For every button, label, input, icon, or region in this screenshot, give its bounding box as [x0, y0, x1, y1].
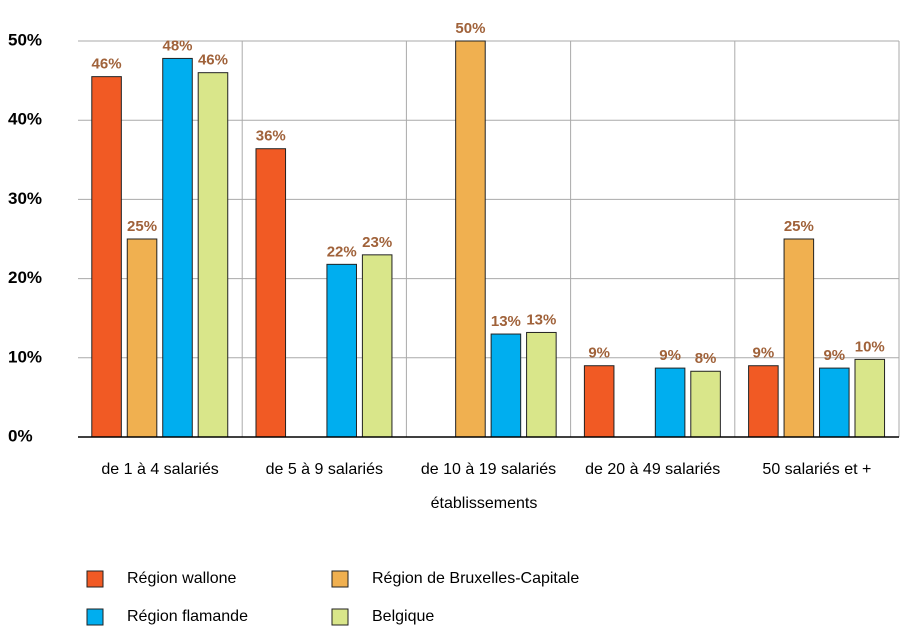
bar	[583, 365, 615, 438]
value-label: 36%	[256, 128, 286, 145]
legend-label: Région flamande	[127, 608, 248, 625]
value-label: 25%	[784, 218, 814, 235]
bar	[162, 57, 193, 438]
x-tick-label: de 5 à 9 salariés	[266, 461, 383, 478]
legend-swatch	[331, 608, 349, 626]
value-label: 9%	[753, 345, 775, 362]
x-tick-label: de 10 à 19 salariés	[421, 461, 556, 478]
value-label: 9%	[588, 345, 610, 362]
value-label: 10%	[855, 338, 885, 355]
value-label: 8%	[695, 350, 717, 367]
y-tick-label: 0%	[8, 426, 33, 445]
bar	[326, 263, 357, 438]
value-label: 13%	[491, 313, 521, 330]
x-tick-label: de 20 à 49 salariés	[585, 461, 720, 478]
bar	[690, 370, 721, 438]
legend-swatch	[331, 570, 349, 588]
value-label: 22%	[327, 243, 357, 260]
bar	[819, 367, 850, 438]
value-label: 50%	[455, 20, 485, 37]
value-label: 46%	[198, 52, 228, 69]
legend-swatch	[86, 570, 104, 588]
y-tick-label: 20%	[8, 268, 42, 287]
legend-label: Belgique	[372, 608, 434, 625]
y-tick-label: 50%	[8, 30, 42, 49]
bar	[126, 238, 158, 438]
bar	[361, 254, 393, 438]
x-tick-label: 50 salariés et +	[762, 461, 871, 478]
bar	[455, 40, 486, 438]
bar	[255, 148, 287, 438]
value-label: 46%	[92, 56, 122, 73]
bar	[654, 367, 686, 438]
x-tick-label: de 1 à 4 salariés	[101, 461, 218, 478]
value-label: 48%	[162, 37, 192, 54]
y-tick-label: 10%	[8, 347, 42, 366]
legend-label: Région wallone	[127, 570, 237, 587]
bar	[854, 358, 886, 438]
bar	[490, 333, 522, 438]
value-label: 13%	[526, 311, 556, 328]
y-tick-label: 30%	[8, 189, 42, 208]
bar	[91, 76, 122, 438]
x-axis-title: établissements	[431, 495, 538, 512]
bar	[526, 331, 557, 438]
value-label: 25%	[127, 218, 157, 235]
legend-swatch	[86, 608, 104, 626]
value-label: 23%	[362, 234, 392, 251]
value-label: 9%	[659, 347, 681, 364]
legend-label: Région de Bruxelles-Capitale	[372, 570, 579, 587]
bar	[783, 238, 815, 438]
bar	[748, 365, 779, 438]
value-label: 9%	[823, 347, 845, 364]
bar	[197, 72, 229, 438]
y-tick-label: 40%	[8, 110, 42, 129]
